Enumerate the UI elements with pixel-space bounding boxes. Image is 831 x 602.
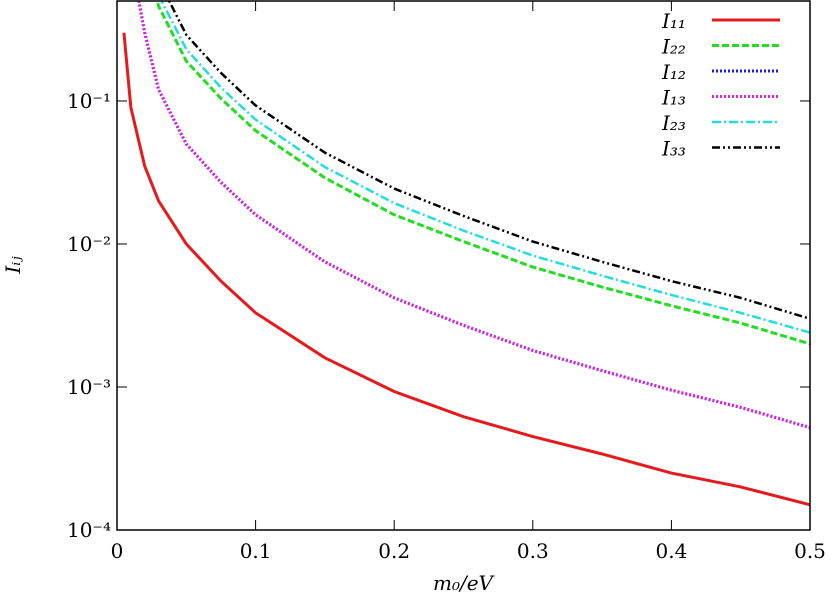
x-tick-label: 0 [111,539,124,563]
series-line [167,1,810,320]
series-line [137,1,810,430]
legend-label: I₁₃ [661,86,686,110]
x-tick-label: 0.2 [378,539,410,563]
series-line [155,1,810,346]
x-tick-label: 0.3 [517,539,549,563]
series-line [122,32,810,507]
legend-label: I₂₂ [661,35,686,59]
legend-label: I₁₂ [661,60,686,84]
y-tick-label: 10⁻⁴ [67,518,111,542]
legend-label: I₁₁ [661,9,686,33]
plot-area [122,1,810,507]
x-tick-label: 0.5 [794,539,826,563]
x-axis-label: m₀/eV [433,571,496,595]
y-axis-label: Iᵢⱼ [1,256,25,275]
x-tick-label: 0.4 [655,539,687,563]
y-tick-label: 10⁻¹ [67,89,111,113]
plot-frame [116,0,811,531]
legend-label: I₂₃ [661,111,686,135]
x-tick-label: 0.1 [240,539,272,563]
series-line [137,1,810,430]
legend-label: I₃₃ [661,137,686,161]
y-tick-label: 10⁻³ [67,375,111,399]
y-tick-label: 10⁻² [67,232,111,256]
series-line [160,1,810,334]
